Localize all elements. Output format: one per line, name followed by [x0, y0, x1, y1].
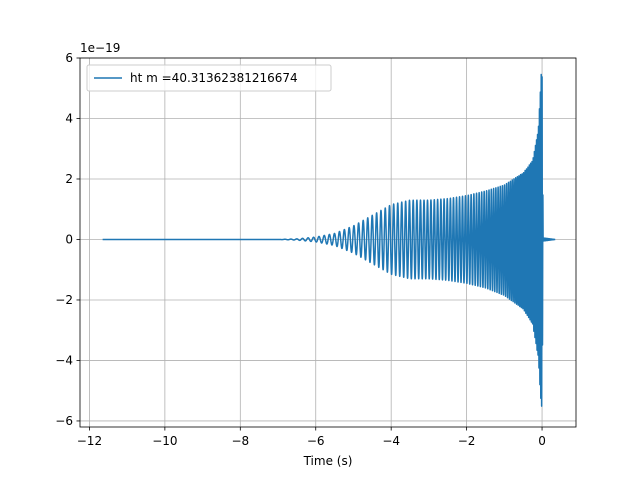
series-line — [101, 73, 556, 407]
y-tick-label: 4 — [65, 111, 73, 125]
legend-label: ht m =40.31362381216674 — [130, 71, 298, 85]
x-tick-label: −2 — [458, 434, 476, 448]
y-tick-label: −2 — [55, 293, 73, 307]
x-tick-label: −8 — [231, 434, 249, 448]
x-tick-label: −12 — [77, 434, 102, 448]
y-tick-label: −4 — [55, 353, 73, 367]
x-axis-label: Time (s) — [303, 454, 353, 468]
x-tick-label: −4 — [382, 434, 400, 448]
x-tick-label: −10 — [152, 434, 177, 448]
y-tick-label: −6 — [55, 414, 73, 428]
axis-ticks: −12 −10 −8 −6 −4 −2 0 −6 −4 −2 0 2 4 6 — [55, 51, 546, 448]
y-tick-label: 0 — [65, 232, 73, 246]
x-tick-label: −6 — [307, 434, 325, 448]
y-tick-label: 2 — [65, 172, 73, 186]
legend: ht m =40.31362381216674 — [86, 64, 332, 92]
plot-frame — [79, 57, 577, 428]
series-layer — [101, 73, 556, 407]
x-tick-label: 0 — [538, 434, 546, 448]
y-offset-label: 1e−19 — [80, 41, 120, 55]
legend-box — [86, 64, 332, 92]
y-tick-label: 6 — [65, 51, 73, 65]
